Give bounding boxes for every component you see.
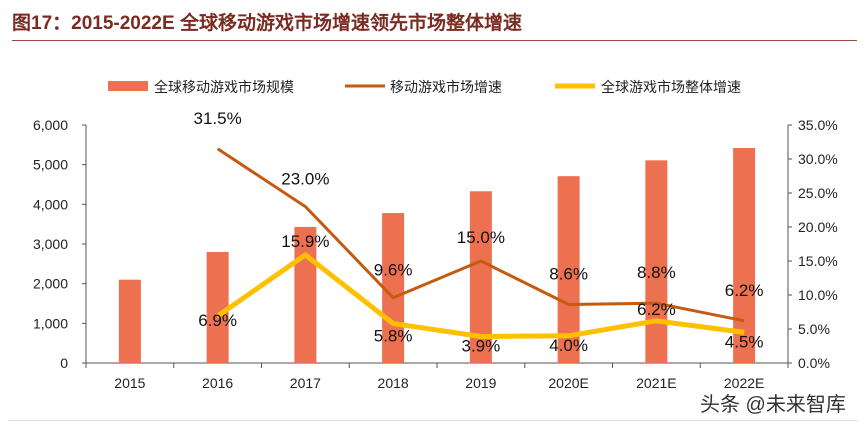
right-tick-label: 5.0% [798, 321, 830, 337]
bar-2020E [557, 176, 580, 363]
right-tick-label: 35.0% [798, 117, 838, 133]
x-tick-label: 2019 [465, 375, 496, 391]
left-tick-label: 2,000 [33, 276, 68, 292]
x-tick-label: 2022E [724, 375, 764, 391]
data-label-mobile-growth: 8.6% [549, 265, 588, 284]
data-label-mobile-growth: 6.2% [725, 281, 764, 300]
data-label-overall-growth: 6.9% [198, 311, 237, 330]
chart-title: 图17：2015-2022E 全球移动游戏市场增速领先市场整体增速 [12, 13, 522, 34]
right-tick-label: 15.0% [798, 253, 838, 269]
data-label-overall-growth: 3.9% [462, 336, 501, 355]
data-label-mobile-growth: 15.0% [457, 228, 505, 247]
bar-2019 [469, 191, 492, 363]
right-tick-label: 10.0% [798, 287, 838, 303]
watermark: 头条 @未来智库 [700, 394, 846, 416]
x-tick-label: 2018 [378, 375, 409, 391]
data-label-mobile-growth: 23.0% [281, 170, 329, 189]
bar-2021E [645, 160, 668, 363]
right-tick-label: 20.0% [798, 219, 838, 235]
data-label-overall-growth: 6.2% [637, 300, 676, 319]
right-tick-label: 25.0% [798, 185, 838, 201]
bar-2015 [118, 279, 141, 363]
bottom-divider [8, 420, 858, 421]
line-mobile-growth [216, 147, 745, 323]
data-label-mobile-growth: 8.8% [637, 263, 676, 282]
left-tick-label: 0 [60, 355, 68, 371]
line-overall-growth [216, 252, 745, 339]
x-tick-label: 2015 [114, 375, 145, 391]
data-label-overall-growth: 5.8% [374, 327, 413, 346]
title-divider [12, 40, 857, 41]
bar-2022E [733, 148, 756, 363]
left-tick-label: 5,000 [33, 157, 68, 173]
data-label-mobile-growth: 9.6% [374, 261, 413, 280]
x-tick-label: 2020E [548, 375, 588, 391]
data-label-overall-growth: 4.5% [725, 332, 764, 351]
legend-label-overall-growth: 全球游戏市场整体增速 [601, 79, 741, 95]
left-tick-label: 3,000 [33, 236, 68, 252]
x-tick-label: 2017 [290, 375, 321, 391]
data-label-overall-growth: 4.0% [549, 336, 588, 355]
left-tick-label: 6,000 [33, 117, 68, 133]
bar-2016 [206, 251, 229, 363]
x-tick-label: 2016 [202, 375, 233, 391]
right-tick-label: 0.0% [798, 355, 830, 371]
left-tick-label: 4,000 [33, 196, 68, 212]
legend-label-market-size: 全球移动游戏市场规模 [154, 79, 294, 95]
legend-label-mobile-growth: 移动游戏市场增速 [390, 79, 502, 95]
data-label-overall-growth: 15.9% [281, 232, 329, 251]
x-tick-label: 2021E [636, 375, 676, 391]
left-tick-label: 1,000 [33, 315, 68, 331]
data-label-mobile-growth: 31.5% [194, 109, 242, 128]
legend-swatch-market-size [108, 81, 148, 91]
right-tick-label: 30.0% [798, 151, 838, 167]
